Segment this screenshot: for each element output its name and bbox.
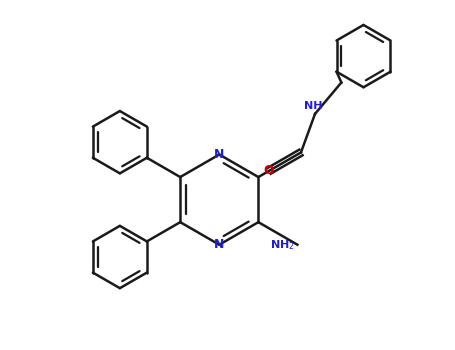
Text: NH: NH — [304, 102, 323, 111]
Text: O: O — [264, 164, 274, 177]
Text: N: N — [214, 148, 224, 161]
Text: N: N — [214, 238, 224, 251]
Text: NH$_2$: NH$_2$ — [269, 238, 294, 252]
